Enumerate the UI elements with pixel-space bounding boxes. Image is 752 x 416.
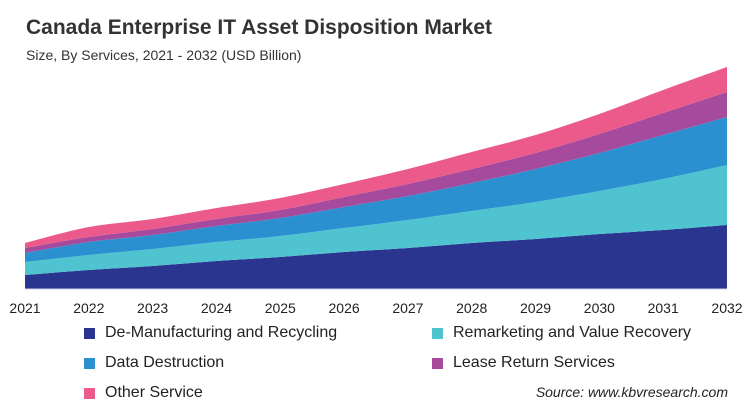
legend-label: Remarketing and Value Recovery — [453, 324, 692, 341]
x-tick-label: 2025 — [265, 300, 296, 316]
x-tick-label: 2032 — [711, 300, 742, 316]
legend-swatch — [432, 327, 443, 339]
legend-label: Other Service — [105, 384, 203, 401]
legend-label: Lease Return Services — [453, 354, 615, 371]
legend-label: Data Destruction — [105, 354, 225, 371]
legend-item-0: De-Manufacturing and Recycling — [84, 324, 337, 342]
legend-swatch — [432, 357, 443, 369]
area-series-1 — [25, 165, 727, 275]
legend-item-1: Remarketing and Value Recovery — [432, 324, 691, 342]
x-tick-label: 2029 — [520, 300, 551, 316]
area-series-2 — [25, 117, 727, 262]
x-tick-label: 2030 — [584, 300, 615, 316]
legend-item-3: Lease Return Services — [432, 354, 615, 372]
x-tick-label: 2021 — [9, 300, 40, 316]
x-tick-label: 2031 — [648, 300, 679, 316]
x-tick-label: 2028 — [456, 300, 487, 316]
legend-item-4: Other Service — [84, 384, 203, 402]
x-tick-label: 2022 — [73, 300, 104, 316]
legend-swatch — [84, 357, 95, 369]
x-tick-label: 2027 — [392, 300, 423, 316]
chart-title: Canada Enterprise IT Asset Disposition M… — [26, 16, 493, 39]
area-series-0 — [25, 225, 727, 289]
x-tick-label: 2023 — [137, 300, 168, 316]
source-note: Source: www.kbvresearch.com — [535, 384, 728, 400]
legend-swatch — [84, 387, 95, 399]
area-series-4 — [25, 67, 727, 248]
legend-item-2: Data Destruction — [84, 354, 224, 372]
x-tick-label: 2026 — [329, 300, 360, 316]
chart-subtitle: Size, By Services, 2021 - 2032 (USD Bill… — [26, 47, 302, 63]
legend-label: De-Manufacturing and Recycling — [105, 324, 338, 341]
area-series-3 — [25, 92, 727, 253]
x-tick-label: 2024 — [201, 300, 232, 316]
legend-swatch — [84, 327, 95, 339]
